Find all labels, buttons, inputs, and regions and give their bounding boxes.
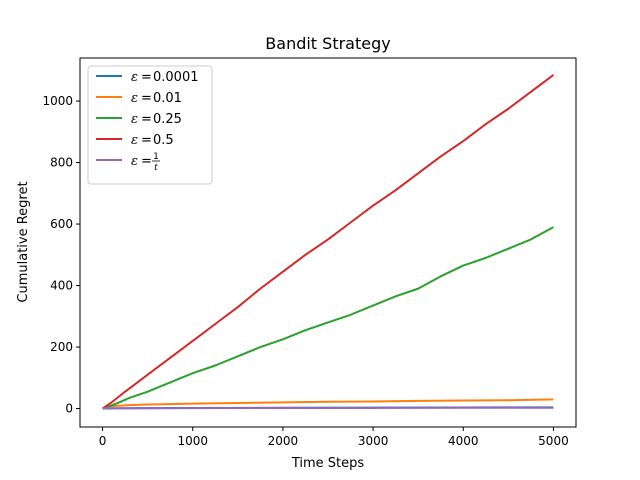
y-axis: 0 200 400 600 800 1000 (42, 94, 80, 416)
y-axis-label: Cumulative Regret (16, 181, 31, 302)
y-tick-label: 600 (50, 217, 73, 231)
legend-fraction-denominator: t (154, 163, 158, 173)
legend-symbol-1: ε (131, 91, 138, 106)
y-tick-label: 800 (50, 156, 73, 170)
legend-value-1: 0.01 (153, 91, 182, 106)
legend-equals: = (141, 133, 152, 148)
legend-value-0: 0.0001 (153, 70, 199, 85)
y-tick-label: 200 (50, 340, 73, 354)
x-tick-label: 2000 (268, 434, 299, 448)
x-tick-label: 1000 (177, 434, 208, 448)
legend-value-2: 0.25 (153, 112, 182, 127)
legend-symbol-2: ε (131, 112, 138, 127)
x-tick-label: 0 (99, 434, 107, 448)
x-axis-label: Time Steps (291, 456, 365, 471)
x-axis: 0 1000 2000 3000 4000 5000 (99, 427, 569, 448)
legend-symbol-0: ε (131, 70, 138, 85)
legend-value-3: 0.5 (153, 133, 174, 148)
legend-equals: = (141, 112, 152, 127)
legend-equals: = (141, 154, 152, 169)
series-line-2 (102, 226, 554, 410)
plot-area (101, 74, 555, 410)
y-tick-label: 400 (50, 279, 73, 293)
chart-title: Bandit Strategy (265, 34, 390, 53)
series-line-3 (101, 74, 555, 410)
legend-equals: = (141, 91, 152, 106)
legend-box (87, 65, 213, 185)
legend-symbol-3: ε (131, 133, 138, 148)
series-line-1 (102, 398, 554, 410)
y-tick-label: 1000 (42, 94, 73, 108)
y-tick-label: 0 (65, 402, 73, 416)
x-tick-label: 3000 (358, 434, 389, 448)
legend-symbol-4: ε (131, 154, 138, 169)
legend-equals: = (141, 70, 152, 85)
x-tick-label: 5000 (538, 434, 569, 448)
plot-frame (79, 57, 577, 428)
x-tick-label: 4000 (448, 434, 479, 448)
legend-fraction-numerator: 1 (153, 152, 159, 162)
